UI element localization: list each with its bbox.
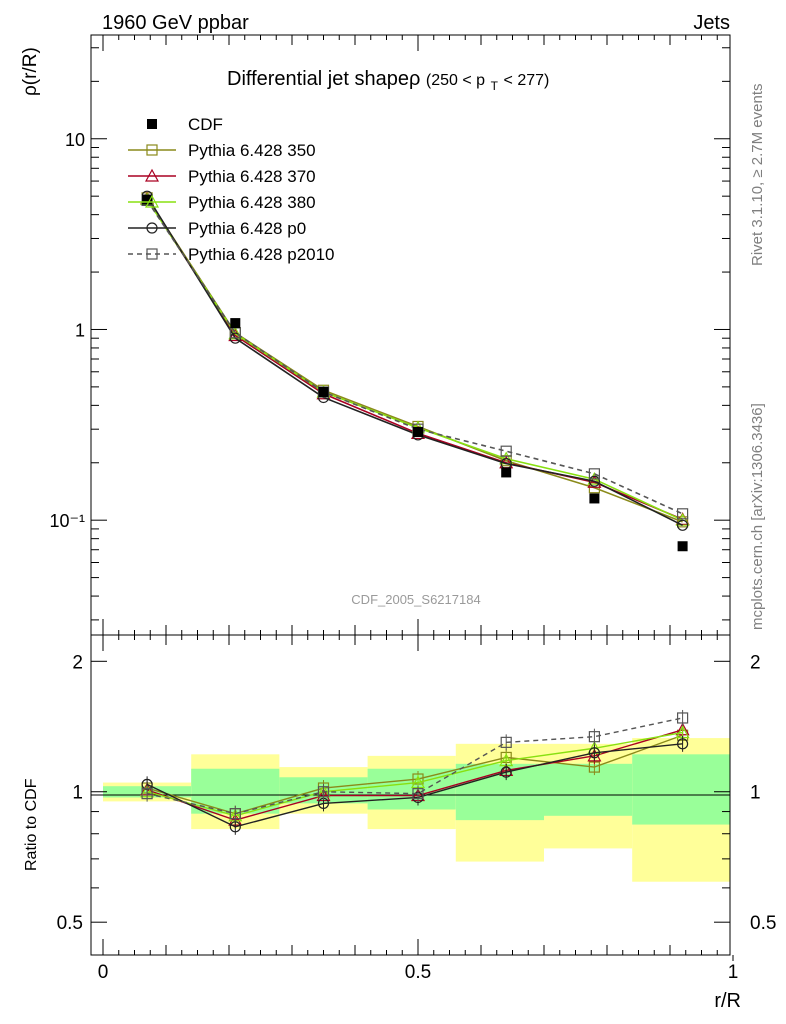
main-point: [676, 519, 689, 531]
x-tick-label: 1: [728, 962, 739, 983]
ratio-point: [588, 731, 601, 743]
legend-marker: [144, 194, 160, 208]
legend-entry-pythia-6-428-p2010: Pythia 6.428 p2010: [128, 245, 335, 264]
main-point: [676, 508, 689, 520]
ratio-y-tick-label-right: 2: [750, 652, 761, 673]
legend-marker: [144, 168, 160, 182]
ratio-point: [229, 808, 241, 820]
ratio-plot-frame: [90, 634, 731, 956]
ratio-point: [676, 738, 689, 750]
main-plot-title: Differential jet shapeρ (250 < p T < 277…: [227, 68, 549, 95]
main-point: [588, 475, 601, 487]
ratio-point: [676, 712, 689, 724]
ratio-point: [412, 788, 424, 800]
ratio-series-layer: [140, 709, 690, 835]
main-point: [589, 493, 600, 504]
legend-marker: [146, 144, 158, 156]
analysis-id-label: CDF_2005_S6217184: [351, 592, 480, 607]
ratio-y-tick-label-right: 1: [750, 783, 761, 804]
main-series-cdf: [142, 194, 688, 552]
main-point: [318, 387, 329, 398]
legend-entry-pythia-6-428-380: Pythia 6.428 380: [128, 193, 316, 212]
main-point: [587, 475, 602, 488]
main-point: [677, 541, 688, 552]
legend-label: Pythia 6.428 350: [188, 141, 316, 160]
x-axis-label: r/R: [714, 990, 741, 1012]
main-y-tick-label: 1: [75, 320, 85, 340]
main-point: [142, 194, 153, 205]
x-tick-label: 0: [98, 962, 109, 983]
mcplots-label: mcplots.cern.ch [arXiv:1306.3436]: [749, 403, 766, 630]
ratio-y-tick-label: 2: [72, 652, 83, 673]
legend-label: Pythia 6.428 p2010: [188, 245, 335, 264]
legend-entry-pythia-6-428-350: Pythia 6.428 350: [128, 141, 316, 160]
main-y-tick-label: 10⁻¹: [49, 511, 85, 531]
ratio-y-tick-label-right: 0.5: [750, 913, 776, 934]
ratio-band-green: [544, 763, 633, 816]
main-point: [413, 426, 423, 437]
ratio-point: [229, 821, 241, 833]
main-point: [588, 468, 601, 480]
legend-entry-pythia-6-428-370: Pythia 6.428 370: [128, 167, 316, 186]
ratio-series-pythia-6-428-p2010: [141, 709, 689, 822]
legend-marker: [146, 222, 158, 234]
ratio-y-tick-label: 1: [72, 783, 83, 804]
legend-label: Pythia 6.428 p0: [188, 219, 306, 238]
process-label: Jets: [693, 12, 730, 34]
ratio-band-green: [632, 754, 730, 825]
legend-entry-cdf: CDF: [147, 115, 223, 134]
ratio-point: [500, 766, 512, 778]
legend-entry-pythia-6-428-p0: Pythia 6.428 p0: [128, 219, 306, 238]
legend-label: CDF: [188, 115, 223, 134]
ratio-point: [317, 786, 330, 798]
energy-label: 1960 GeV ppbar: [102, 12, 249, 34]
ratio-y-axis-label: Ratio to CDF: [23, 778, 40, 871]
legend-marker: [146, 248, 158, 260]
legend-label: Pythia 6.428 370: [188, 167, 316, 186]
main-plot: 10 1 10⁻¹ Differential jet shapeρ (250 < p…: [20, 34, 731, 636]
legend-marker: [147, 119, 157, 129]
legend: CDF Pythia 6.428 350 Pythia 6.428 370 Pythi…: [128, 115, 335, 264]
legend-label: Pythia 6.428 380: [188, 193, 316, 212]
main-point: [230, 318, 241, 329]
main-point: [500, 445, 512, 457]
ratio-point: [500, 736, 512, 748]
ratio-plot: 0.5 0.5 1 1 2 2 0 0.5 1 Ratio to CDF r/R: [23, 634, 776, 1012]
ratio-point: [587, 748, 602, 762]
main-point: [501, 467, 512, 478]
x-tick-label: 0.5: [405, 962, 431, 983]
ratio-y-tick-label: 0.5: [57, 913, 83, 934]
main-y-tick-label: 10: [65, 130, 85, 150]
ratio-point: [141, 788, 153, 800]
rivet-label: Rivet 3.1.10, ≥ 2.7M events: [749, 84, 766, 267]
main-y-axis-label: ρ(r/R): [20, 47, 41, 96]
ratio-point: [588, 747, 601, 759]
